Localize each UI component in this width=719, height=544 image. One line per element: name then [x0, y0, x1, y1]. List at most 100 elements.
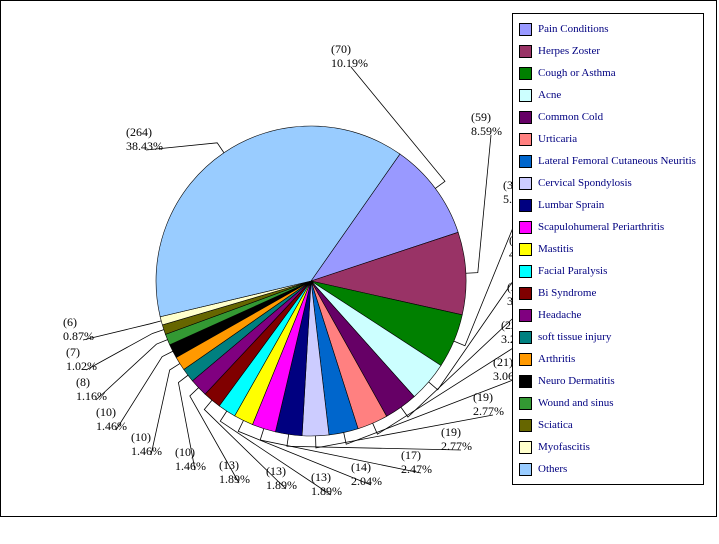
svg-text:1.16%: 1.16% [76, 389, 107, 403]
legend-label: Bi Syndrome [538, 287, 596, 299]
legend-swatch [519, 353, 532, 366]
slice-label: (264)38.43% [126, 125, 163, 153]
svg-text:2.77%: 2.77% [473, 404, 504, 418]
svg-text:(19): (19) [473, 390, 493, 404]
svg-text:1.89%: 1.89% [311, 484, 342, 498]
legend-item: Acne [519, 84, 697, 106]
svg-text:1.02%: 1.02% [66, 359, 97, 373]
slice-label: (10)1.46% [96, 405, 127, 433]
svg-text:10.19%: 10.19% [331, 56, 368, 70]
svg-text:8.59%: 8.59% [471, 124, 502, 138]
svg-text:(13): (13) [266, 464, 286, 478]
legend-swatch [519, 89, 532, 102]
legend-swatch [519, 155, 532, 168]
legend-item: Others [519, 458, 697, 480]
legend-label: Pain Conditions [538, 23, 609, 35]
slice-label: (70)10.19% [331, 42, 368, 70]
svg-text:(10): (10) [175, 445, 195, 459]
svg-text:2.04%: 2.04% [351, 474, 382, 488]
legend-swatch [519, 331, 532, 344]
svg-text:(10): (10) [131, 430, 151, 444]
legend-label: Myofascitis [538, 441, 590, 453]
legend-swatch [519, 221, 532, 234]
svg-text:1.46%: 1.46% [131, 444, 162, 458]
legend-label: Urticaria [538, 133, 577, 145]
slice-label: (6)0.87% [63, 315, 94, 343]
svg-text:(13): (13) [311, 470, 331, 484]
legend-label: Herpes Zoster [538, 45, 600, 57]
slice-label: (7)1.02% [66, 345, 97, 373]
legend-label: Lateral Femoral Cutaneous Neuritis [538, 155, 696, 167]
slice-label: (13)1.89% [266, 464, 297, 492]
legend-label: Mastitis [538, 243, 573, 255]
legend-swatch [519, 287, 532, 300]
legend-label: Cervical Spondylosis [538, 177, 632, 189]
svg-text:1.46%: 1.46% [175, 459, 206, 473]
slice-label: (13)1.89% [311, 470, 342, 498]
legend-item: Common Cold [519, 106, 697, 128]
svg-text:38.43%: 38.43% [126, 139, 163, 153]
slice-label: (19)2.77% [473, 390, 504, 418]
legend-swatch [519, 23, 532, 36]
slice-label: (19)2.77% [441, 425, 472, 453]
legend-label: Wound and sinus [538, 397, 614, 409]
slice-label: (17)2.47% [401, 448, 432, 476]
legend-item: Neuro Dermatitis [519, 370, 697, 392]
legend-item: Scapulohumeral Periarthritis [519, 216, 697, 238]
legend-swatch [519, 199, 532, 212]
leader-line [466, 135, 491, 273]
leader-line [83, 321, 161, 340]
legend-item: Myofascitis [519, 436, 697, 458]
svg-text:(8): (8) [76, 375, 90, 389]
legend-item: Arthritis [519, 348, 697, 370]
legend-swatch [519, 375, 532, 388]
svg-text:(70): (70) [331, 42, 351, 56]
legend-swatch [519, 309, 532, 322]
legend-swatch [519, 463, 532, 476]
legend-item: Wound and sinus [519, 392, 697, 414]
legend-item: Bi Syndrome [519, 282, 697, 304]
legend-label: Sciatica [538, 419, 573, 431]
legend-item: Mastitis [519, 238, 697, 260]
svg-text:(10): (10) [96, 405, 116, 419]
legend-swatch [519, 177, 532, 190]
legend-label: Common Cold [538, 111, 603, 123]
legend-item: Pain Conditions [519, 18, 697, 40]
chart-frame: (70)10.19%(59)8.59%(39)5.68%(29)4.22%(24… [0, 0, 717, 517]
leader-line [287, 434, 461, 450]
legend-item: Cough or Asthma [519, 62, 697, 84]
legend-item: Headache [519, 304, 697, 326]
svg-text:2.47%: 2.47% [401, 462, 432, 476]
slice-label: (10)1.46% [175, 445, 206, 473]
svg-text:2.77%: 2.77% [441, 439, 472, 453]
legend-label: Facial Paralysis [538, 265, 607, 277]
legend-swatch [519, 419, 532, 432]
slice-label: (8)1.16% [76, 375, 107, 403]
leader-line [151, 364, 180, 455]
legend-label: Scapulohumeral Periarthritis [538, 221, 664, 233]
legend-label: Arthritis [538, 353, 575, 365]
slice-label: (59)8.59% [471, 110, 502, 138]
leader-line [86, 330, 164, 370]
legend-label: Lumbar Sprain [538, 199, 604, 211]
svg-text:(19): (19) [441, 425, 461, 439]
legend-item: Lumbar Sprain [519, 194, 697, 216]
legend-item: soft tissue injury [519, 326, 697, 348]
svg-text:0.87%: 0.87% [63, 329, 94, 343]
svg-text:(59): (59) [471, 110, 491, 124]
legend-label: Headache [538, 309, 581, 321]
svg-text:(7): (7) [66, 345, 80, 359]
legend-item: Lateral Femoral Cutaneous Neuritis [519, 150, 697, 172]
legend-label: soft tissue injury [538, 331, 611, 343]
legend-label: Acne [538, 89, 561, 101]
legend-swatch [519, 133, 532, 146]
legend: Pain Conditions Herpes Zoster Cough or Ast… [512, 13, 704, 485]
legend-item: Cervical Spondylosis [519, 172, 697, 194]
svg-text:1.89%: 1.89% [266, 478, 297, 492]
svg-text:(264): (264) [126, 125, 152, 139]
legend-label: Neuro Dermatitis [538, 375, 615, 387]
legend-swatch [519, 397, 532, 410]
svg-text:(6): (6) [63, 315, 77, 329]
svg-text:1.46%: 1.46% [96, 419, 127, 433]
legend-item: Facial Paralysis [519, 260, 697, 282]
